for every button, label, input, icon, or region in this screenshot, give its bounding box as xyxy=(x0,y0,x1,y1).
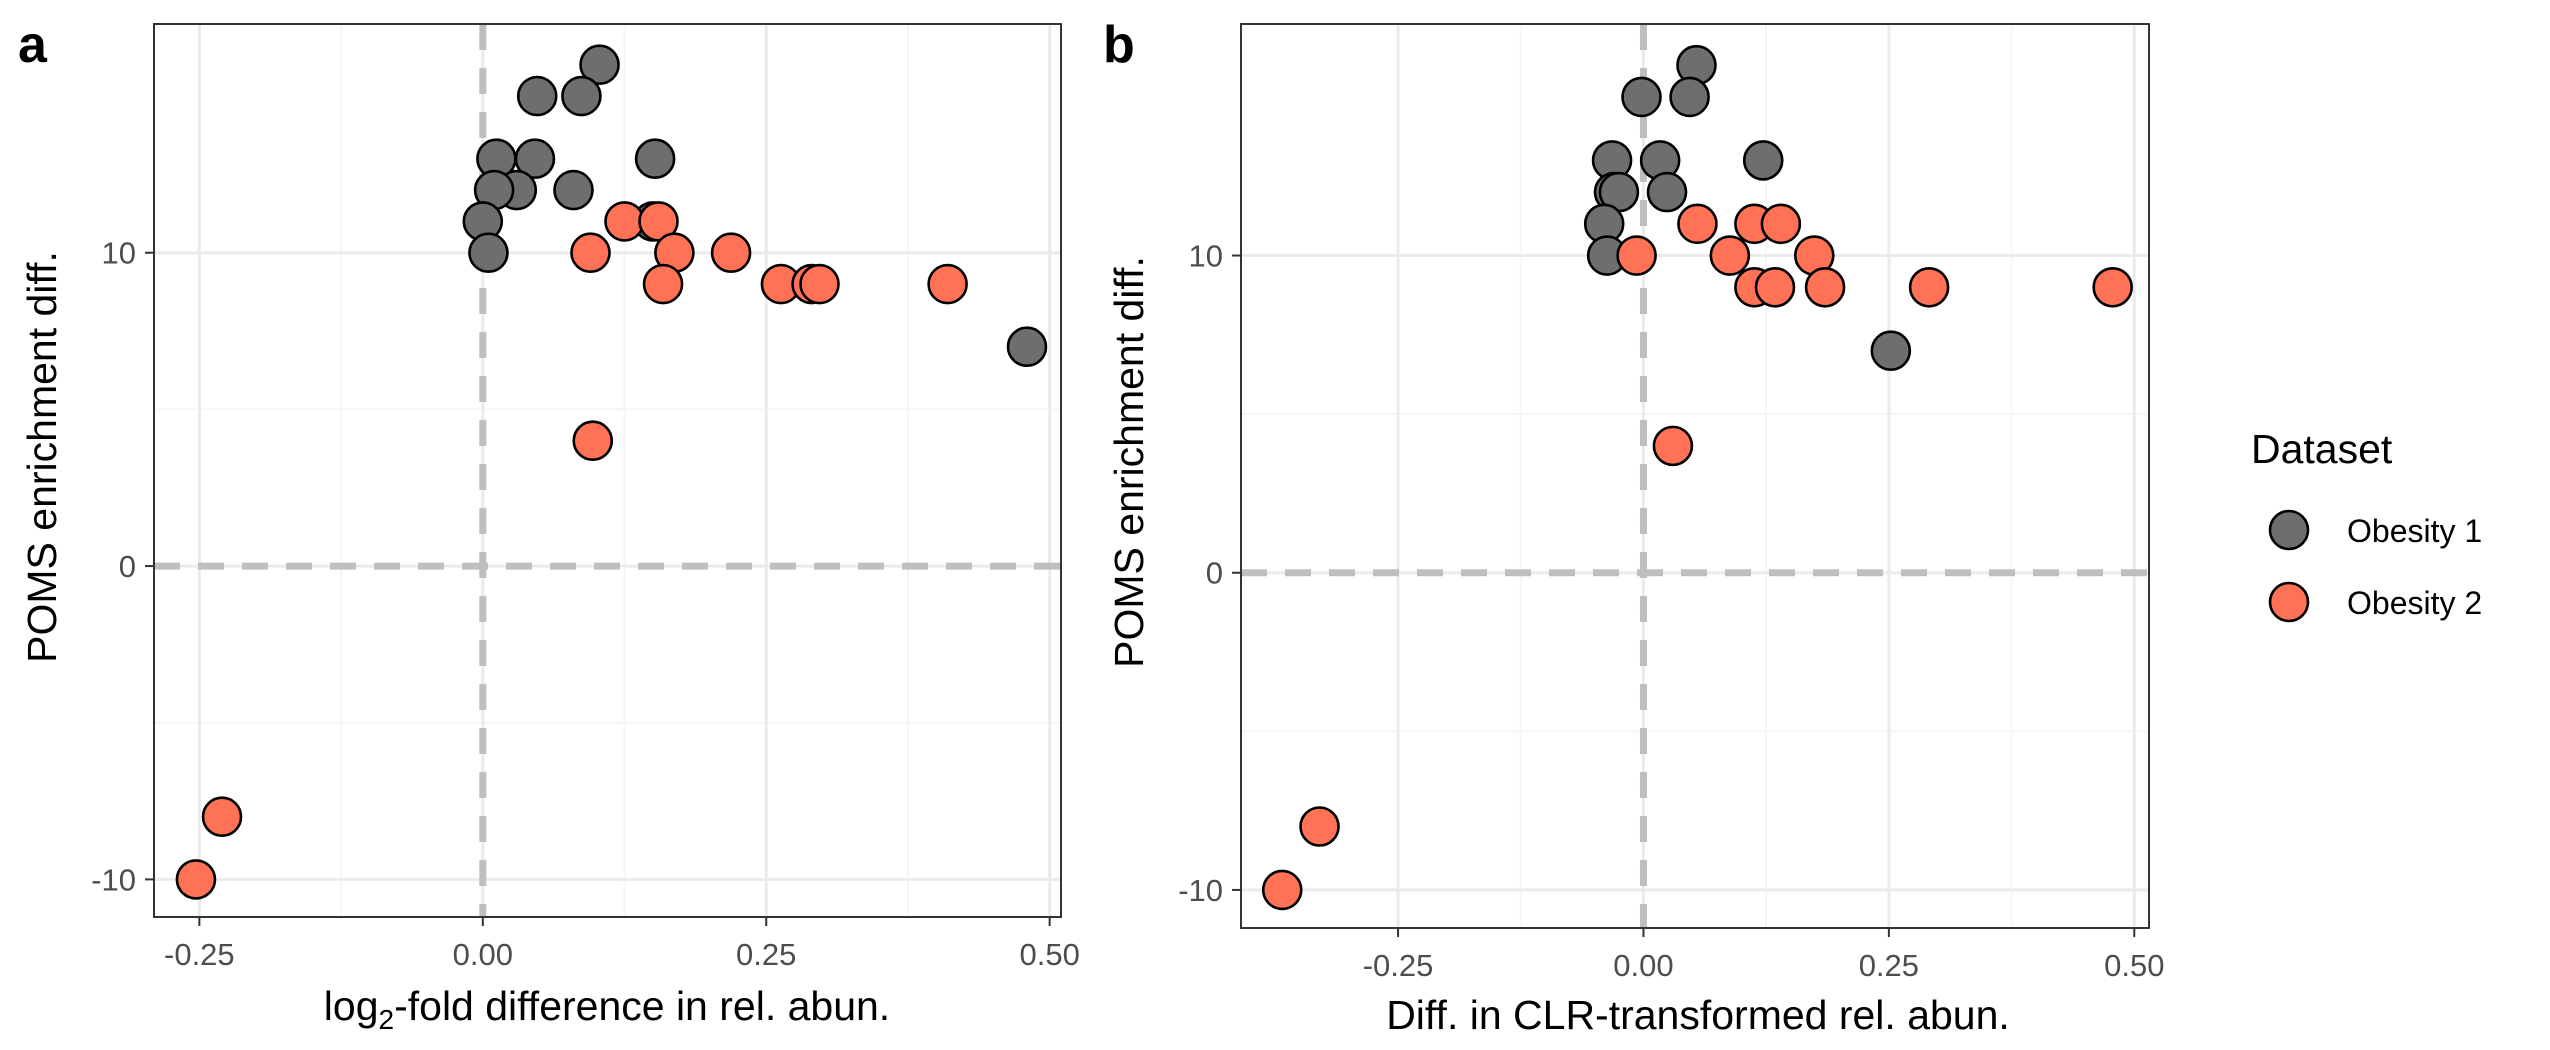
panel-b-y-tick-label: -10 xyxy=(1178,873,1223,908)
panel-a-data-point xyxy=(468,232,509,274)
panel-a-plot: -0.25 0.00 0.25 0.50 -10 0 10 xyxy=(91,23,1080,972)
legend-key-obesity-2 xyxy=(2268,581,2310,623)
panel-a-data-point xyxy=(710,232,752,274)
panel-a-border xyxy=(153,23,1062,918)
legend: Dataset Obesity 1 Obesity 2 xyxy=(2251,426,2482,623)
panel-a-y-tick-label: 10 xyxy=(102,236,136,271)
panel-a-x-tick-label: 0.00 xyxy=(453,937,513,972)
panel-b-data-point xyxy=(1754,266,1796,308)
panel-b-data-point xyxy=(1261,869,1303,911)
panel-a-y-tick-label: -10 xyxy=(91,862,136,897)
panel-a-data-point xyxy=(175,859,217,900)
legend-key-obesity-1 xyxy=(2268,509,2310,551)
panel-b-series-obesity-2 xyxy=(1261,203,2133,911)
panel-a-data-point xyxy=(553,169,594,211)
panel-b-data-point xyxy=(1760,203,1802,245)
panel-b-data-point xyxy=(1669,76,1710,118)
legend-label-obesity-2: Obesity 2 xyxy=(2347,585,2482,621)
panel-b-y-axis-title: POMS enrichment diff. xyxy=(1106,256,1152,668)
panel-b-x-tick-label: 0.00 xyxy=(1613,948,1673,983)
panel-a-x-tick-label: 0.25 xyxy=(736,937,796,972)
panel-b-data-point xyxy=(1677,203,1718,245)
panel-b-x-axis-title: Diff. in CLR-transformed rel. abun. xyxy=(1386,992,2010,1038)
legend-label-obesity-1: Obesity 1 xyxy=(2347,513,2482,549)
panel-b-data-point xyxy=(1299,806,1340,847)
panel-a-series-obesity-2 xyxy=(175,201,968,900)
panel-a-data-point xyxy=(201,796,243,838)
panel-a-x-axis-title-pre: log xyxy=(324,983,379,1029)
panel-a-series-obesity-1 xyxy=(462,44,1048,368)
panel-b-data-point xyxy=(1870,330,1912,372)
panel-b-plot: -0.25 0.00 0.25 0.50 -10 0 10 xyxy=(1178,23,2164,983)
panel-a-data-point xyxy=(642,263,684,305)
panel-b-series-obesity-1 xyxy=(1583,44,1912,372)
panel-a-x-axis-title: log2-fold difference in rel. abun. xyxy=(324,983,890,1035)
panel-a: a -0.25 0.00 0.25 0.50 -10 0 10 log2-fold diff… xyxy=(18,16,1080,1035)
panel-b-x-tick-label: -0.25 xyxy=(1363,948,1434,983)
panel-a-data-point xyxy=(579,44,620,86)
panel-a-data-point xyxy=(570,232,611,274)
panel-a-x-axis-title-sub: 2 xyxy=(379,1004,395,1035)
legend-title: Dataset xyxy=(2251,426,2393,472)
panel-b-data-point xyxy=(1804,266,1846,308)
panel-a-data-point xyxy=(799,263,840,305)
panel-b-data-point xyxy=(1908,266,1950,308)
panel-b-y-tick-label: 0 xyxy=(1206,556,1223,591)
panel-b-x-tick-label: 0.50 xyxy=(2104,948,2164,983)
panel-a-data-point xyxy=(572,420,614,462)
panel-b-data-point xyxy=(1621,76,1662,118)
panel-a-y-axis-title: POMS enrichment diff. xyxy=(19,251,65,663)
panel-a-x-axis-title-post: -fold difference in rel. abun. xyxy=(394,983,890,1029)
panel-b-data-point xyxy=(1616,235,1657,276)
panel-a-data-point xyxy=(604,201,645,242)
panel-label-b: b xyxy=(1103,16,1135,74)
panel-b-data-point xyxy=(1742,140,1784,181)
panel-a-data-point xyxy=(514,138,556,180)
panel-b-border xyxy=(1240,23,2150,929)
panel-b-y-tick-label: 10 xyxy=(1189,239,1223,274)
panel-a-y-tick-label: 0 xyxy=(119,549,136,584)
panel-b-data-point xyxy=(1652,425,1694,467)
panel-b-data-point xyxy=(1709,235,1751,276)
panel-b-x-tick-label: 0.25 xyxy=(1859,948,1919,983)
panel-a-data-point xyxy=(516,75,558,117)
panel-b-data-point xyxy=(2092,266,2133,308)
panel-b-data-point xyxy=(1646,171,1688,213)
panel-a-data-point xyxy=(927,263,968,305)
panel-a-data-point xyxy=(1006,326,1048,368)
panel-a-data-point xyxy=(634,138,676,180)
panel-b: b -0.25 0.00 0.25 0.50 -10 0 10 Diff. in CLR-t… xyxy=(1103,16,2164,1038)
panel-a-data-point xyxy=(561,75,602,117)
panel-a-x-tick-label: -0.25 xyxy=(164,937,235,972)
panel-label-a: a xyxy=(18,16,48,74)
panel-a-x-tick-label: 0.50 xyxy=(1019,937,1079,972)
